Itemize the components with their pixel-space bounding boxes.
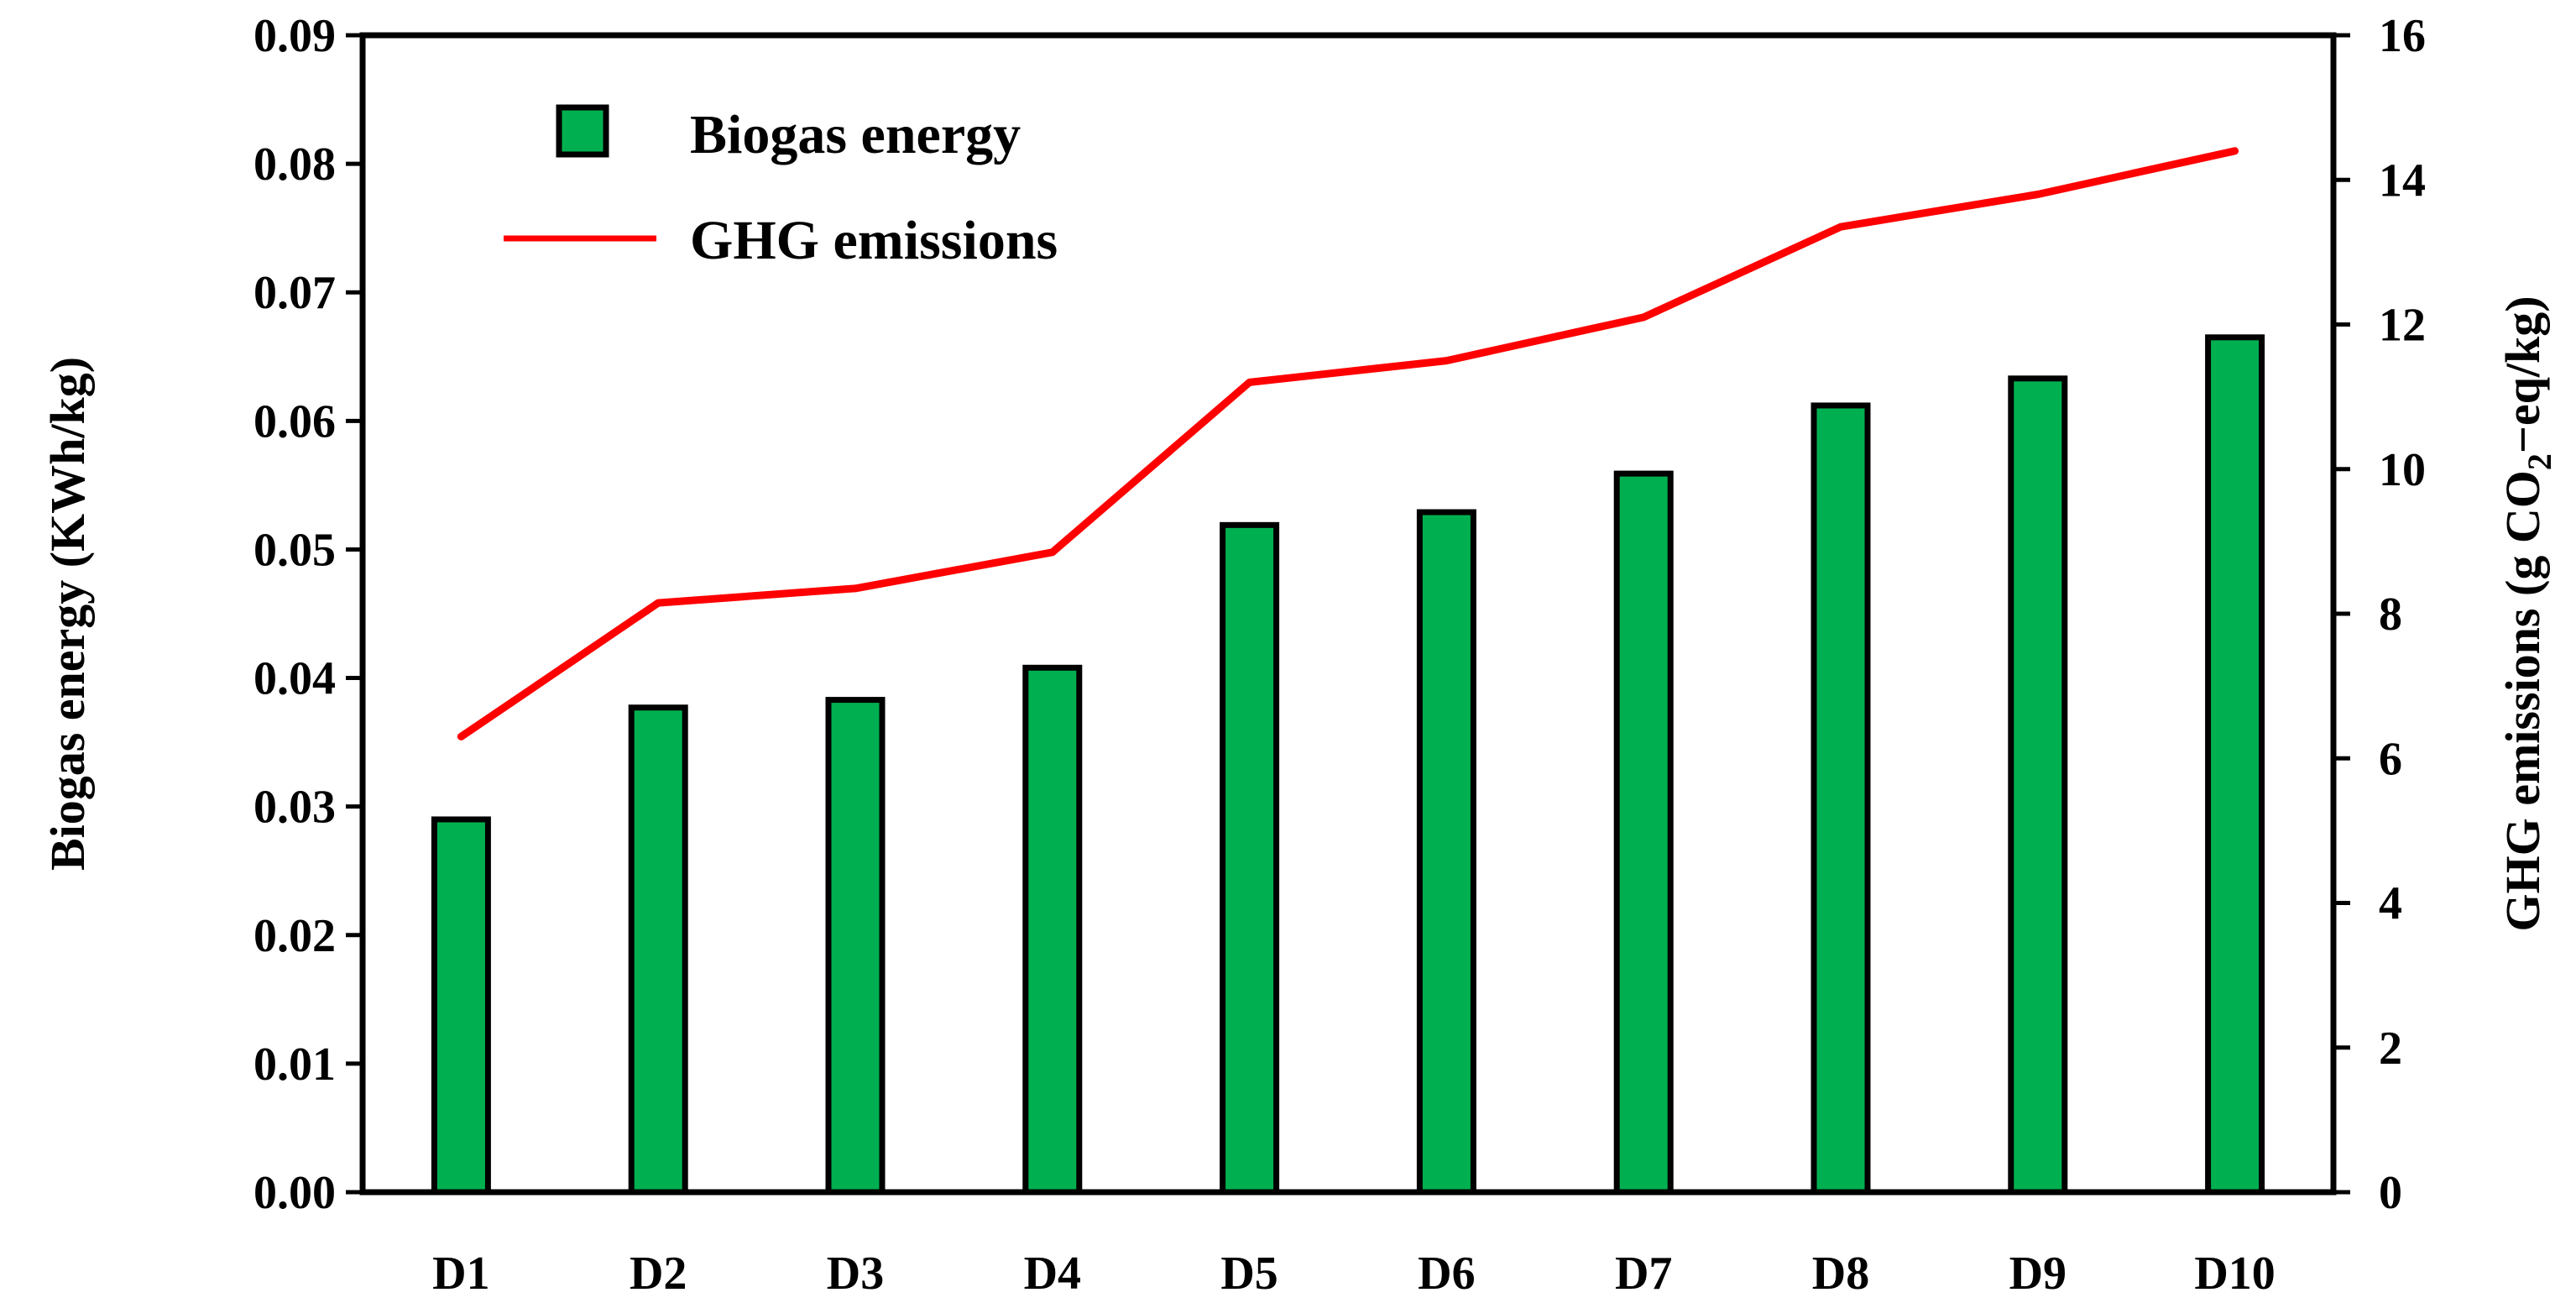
line-point-d2 xyxy=(657,602,659,604)
line-group xyxy=(457,147,2239,740)
bar-d5 xyxy=(1220,521,1280,1196)
legend-swatch-biogas-energy xyxy=(556,104,609,158)
x-category-label-d5: D5 xyxy=(1220,1248,1278,1300)
right-y-axis-title-subscript: 2 xyxy=(2521,453,2558,470)
line-series-ghg-emissions xyxy=(457,147,2239,740)
bar-d10 xyxy=(2205,334,2265,1196)
left-y-tick-label: 0.02 xyxy=(253,910,336,962)
bar-d2 xyxy=(628,704,688,1196)
line-point-d10 xyxy=(2234,150,2236,152)
right-y-tick-label: 2 xyxy=(2379,1023,2402,1075)
bar-d7 xyxy=(1613,470,1674,1196)
line-point-d4 xyxy=(1052,552,1053,553)
x-axis-category-labels: D1 D2 D3 D4 D5 D6 D7 D8 D9 D10 xyxy=(432,1248,2276,1300)
x-category-label-d9: D9 xyxy=(2009,1248,2067,1300)
legend-label-ghg-emissions: GHG emissions xyxy=(690,210,1058,271)
left-y-tick-label: 0.08 xyxy=(253,139,336,191)
right-y-tick-label: 0 xyxy=(2379,1167,2402,1219)
left-y-tick-label: 0.03 xyxy=(253,782,336,834)
x-category-label-d3: D3 xyxy=(827,1248,884,1300)
line-point-d3 xyxy=(854,588,856,589)
bar-d1 xyxy=(431,816,491,1196)
left-y-tick-label: 0.06 xyxy=(253,395,336,447)
right-y-axis-title: GHG emissions (g CO2−eq/kg) xyxy=(2495,296,2558,931)
bar-d4 xyxy=(1022,664,1083,1196)
x-category-label-d8: D8 xyxy=(1812,1248,1869,1300)
left-y-tick-label: 0.04 xyxy=(253,653,336,705)
legend: Biogas energy GHG emissions xyxy=(504,104,1058,271)
right-y-axis-ticks: 0 2 4 6 8 10 12 14 16 xyxy=(2333,10,2426,1219)
line-point-d5 xyxy=(1249,381,1251,383)
right-y-tick-label: 16 xyxy=(2379,10,2426,62)
left-y-tick-label: 0.05 xyxy=(253,524,336,576)
right-y-tick-label: 14 xyxy=(2379,154,2426,207)
line-point-d1 xyxy=(460,735,462,737)
bar-d6 xyxy=(1416,509,1476,1196)
x-category-label-d7: D7 xyxy=(1615,1248,1672,1300)
right-y-tick-label: 4 xyxy=(2379,878,2402,930)
right-y-axis-title-suffix: −eq/kg) xyxy=(2495,296,2550,453)
line-point-d7 xyxy=(1643,317,1644,318)
left-y-tick-label: 0.07 xyxy=(253,267,336,319)
right-y-tick-label: 8 xyxy=(2379,589,2402,641)
x-category-label-d10: D10 xyxy=(2194,1248,2275,1300)
right-y-tick-label: 6 xyxy=(2379,733,2402,785)
left-y-tick-label: 0.09 xyxy=(253,10,336,62)
x-category-label-d4: D4 xyxy=(1024,1248,1081,1300)
left-y-tick-label: 0.00 xyxy=(253,1167,336,1219)
x-category-label-d6: D6 xyxy=(1418,1248,1475,1300)
right-y-tick-label: 12 xyxy=(2379,300,2426,352)
left-y-axis-title: Biogas energy (KWh/kg) xyxy=(40,357,95,871)
x-category-label-d1: D1 xyxy=(432,1248,489,1300)
left-y-tick-label: 0.01 xyxy=(253,1039,336,1091)
right-y-axis-title-prefix: GHG emissions (g CO xyxy=(2495,470,2550,931)
line-point-d6 xyxy=(1445,360,1447,362)
line-point-d8 xyxy=(1840,226,1842,228)
bar-d9 xyxy=(2008,375,2068,1196)
bar-d8 xyxy=(1811,402,1871,1196)
right-y-tick-label: 10 xyxy=(2379,444,2426,496)
bar-d3 xyxy=(825,697,886,1196)
line-point-d9 xyxy=(2037,193,2039,195)
x-category-label-d2: D2 xyxy=(630,1248,687,1300)
legend-label-biogas-energy: Biogas energy xyxy=(690,104,1021,165)
left-y-axis-ticks: 0.00 0.01 0.02 0.03 0.04 0.05 0.06 0.07 0.08 0.09 xyxy=(253,10,363,1219)
